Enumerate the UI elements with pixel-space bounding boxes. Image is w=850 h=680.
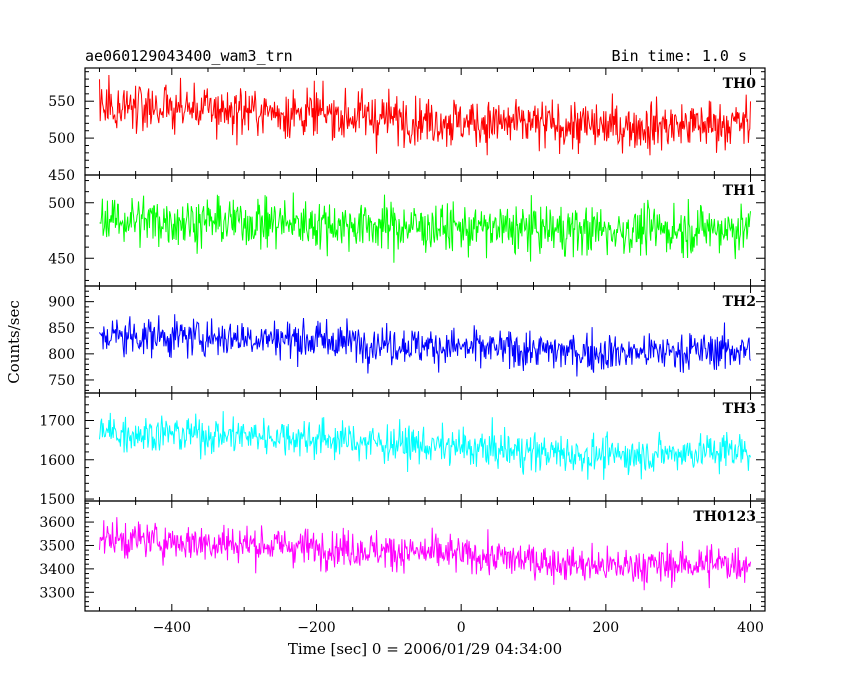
y-tick-label: 1500 <box>39 492 75 508</box>
x-tick-label: −400 <box>153 620 191 636</box>
y-tick-label: 750 <box>48 373 75 389</box>
y-tick-label: 500 <box>48 196 75 212</box>
panel-th0: 450 500 550 TH0 <box>48 67 766 184</box>
panel-label-th1: TH1 <box>723 183 756 199</box>
bin-time-label: Bin time: 1.0 s <box>612 47 747 65</box>
chart-title: ae060129043400_wam3_trn <box>85 47 293 65</box>
x-tick-label: 200 <box>592 620 619 636</box>
y-tick-label: 3600 <box>39 515 75 531</box>
series-line-th2 <box>99 314 751 377</box>
y-tick-label: 450 <box>48 251 75 267</box>
x-axis-label: Time [sec] 0 = 2006/01/29 04:34:00 <box>288 640 562 658</box>
series-line-th0123 <box>99 517 751 591</box>
panel-th0123: 3300 3400 3500 3600 TH0123 <box>39 500 766 612</box>
y-tick-label: 850 <box>48 321 75 337</box>
panel-frame <box>84 67 766 176</box>
y-tick-label: 1700 <box>39 413 75 429</box>
y-tick-label: 450 <box>48 168 75 184</box>
y-tick-label: 800 <box>48 347 75 363</box>
y-tick-label: 3300 <box>39 585 75 601</box>
panel-th2: 750 800 850 900 TH2 <box>48 285 766 394</box>
panel-label-th2: TH2 <box>723 294 756 310</box>
x-tick-label: −200 <box>297 620 335 636</box>
y-axis-label: Counts/sec <box>5 300 23 384</box>
panels-group: 450 500 550 TH0 450 500 TH1 750 800 850 900 TH2 1500… <box>39 67 766 612</box>
y-tick-label: 1600 <box>39 453 75 469</box>
y-tick-label: 3400 <box>39 562 75 578</box>
series-line-th3 <box>99 411 751 480</box>
y-tick-label: 900 <box>48 295 75 311</box>
y-tick-label: 500 <box>48 131 75 147</box>
x-tick-label: 400 <box>737 620 764 636</box>
x-axis: −400 −200 0 200 400 <box>153 620 764 636</box>
panel-label-th0123: TH0123 <box>693 509 756 525</box>
panel-frame <box>84 392 766 502</box>
series-line-th0 <box>99 74 751 156</box>
x-tick-label: 0 <box>457 620 466 636</box>
panel-th1: 450 500 TH1 <box>48 174 766 287</box>
y-tick-label: 550 <box>48 94 75 110</box>
panel-th3: 1500 1600 1700 TH3 <box>39 392 766 508</box>
y-tick-label: 3500 <box>39 538 75 554</box>
panel-label-th3: TH3 <box>723 401 756 417</box>
panel-label-th0: TH0 <box>723 76 757 92</box>
series-line-th1 <box>99 192 751 263</box>
